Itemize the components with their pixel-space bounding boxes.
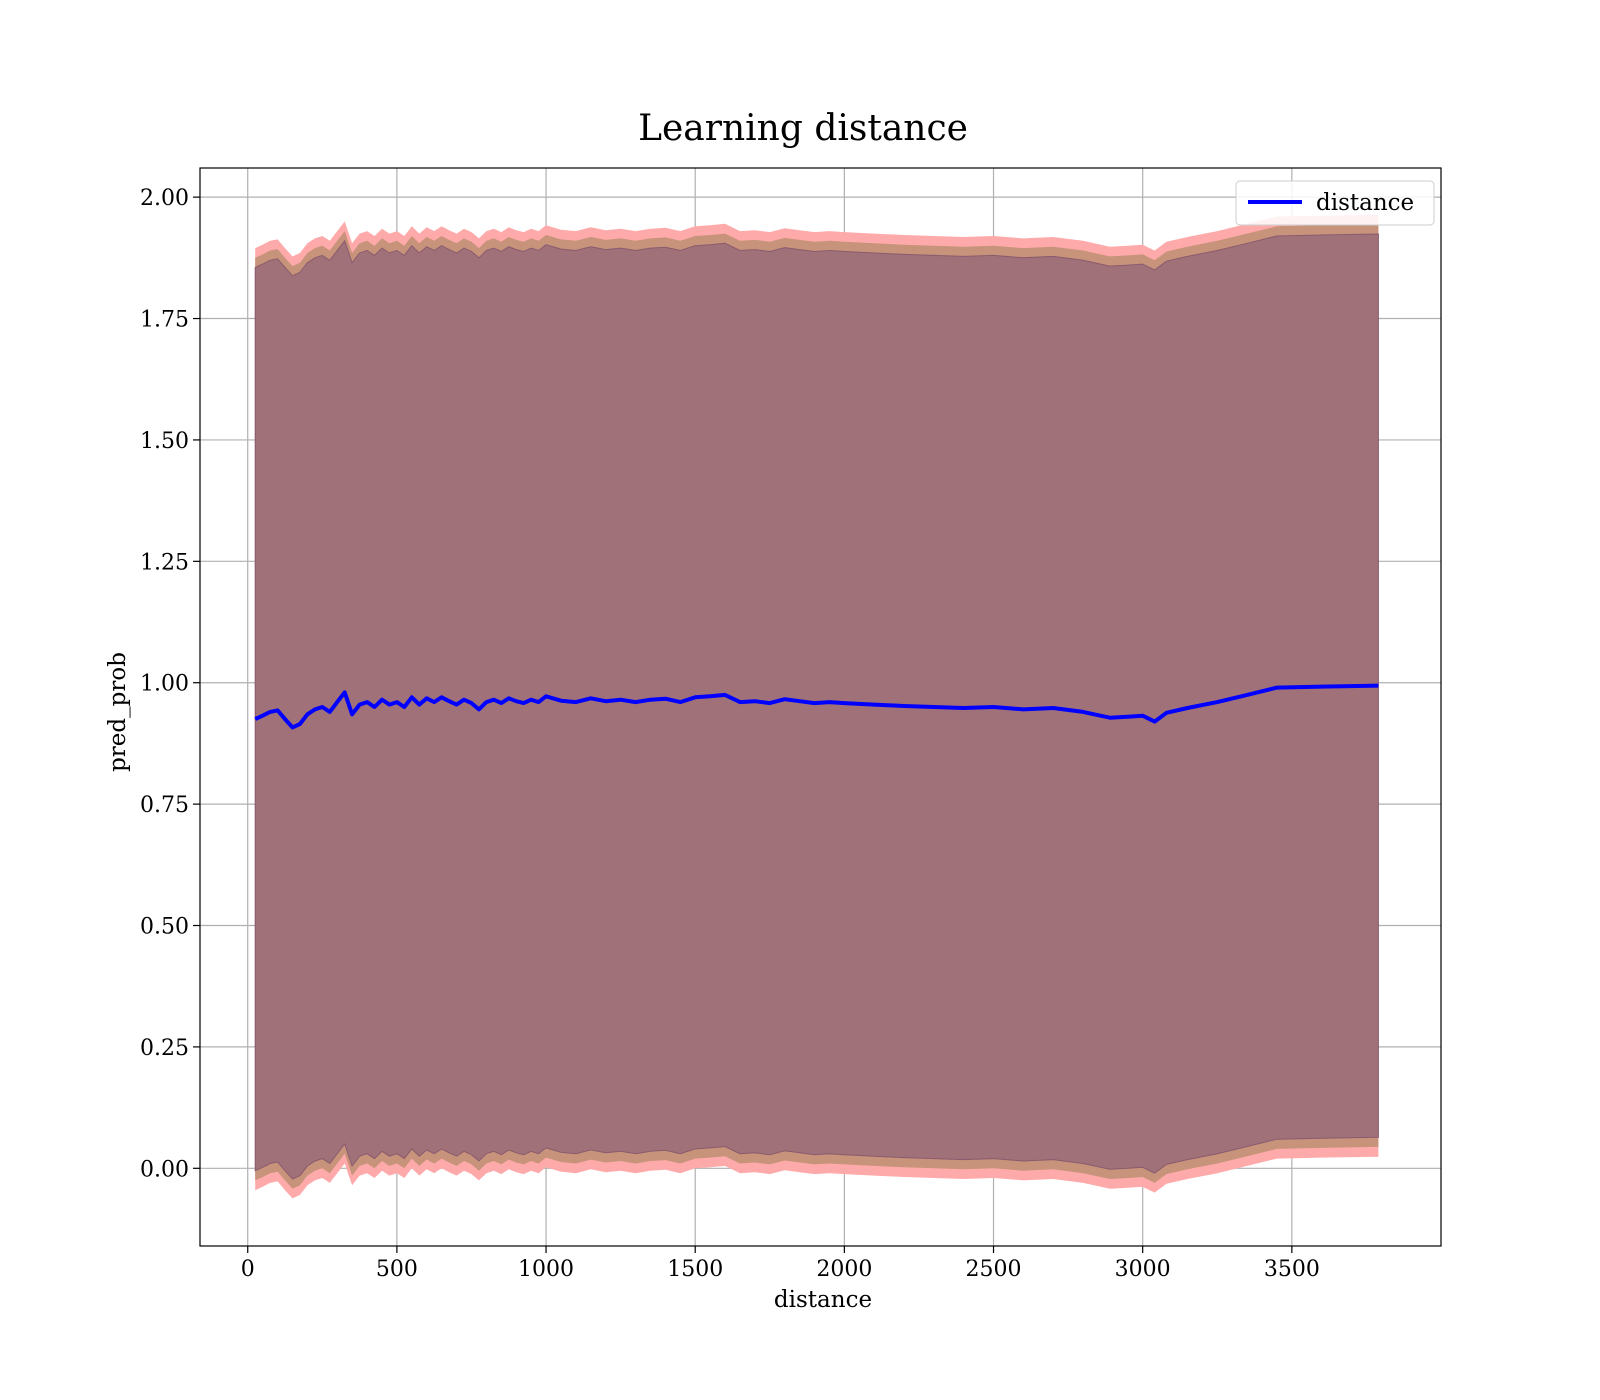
y-tick-label: 2.00	[140, 186, 189, 211]
x-tick-label: 0	[241, 1257, 255, 1282]
y-tick-label: 1.50	[140, 429, 189, 454]
x-tick-label: 2500	[966, 1257, 1022, 1282]
x-tick-label: 3000	[1115, 1257, 1171, 1282]
y-tick-label: 1.75	[140, 308, 189, 333]
y-tick-label: 0.00	[140, 1157, 189, 1182]
confidence-bands	[254, 214, 1379, 1199]
series-lines	[254, 683, 1379, 730]
legend-frame	[1235, 180, 1435, 226]
y-tick-label: 1.00	[140, 672, 189, 697]
x-tick-label: 2000	[816, 1257, 872, 1282]
y-axis-label: pred_prob	[105, 652, 131, 772]
y-tick-label: 0.25	[140, 1036, 189, 1061]
chart-title: Learning distance	[638, 108, 968, 149]
plot-area-frame	[199, 167, 1442, 1247]
y-tick-label: 0.75	[140, 793, 189, 818]
x-tick-label: 500	[376, 1257, 418, 1282]
x-tick-label: 3500	[1264, 1257, 1320, 1282]
x-tick-label: 1500	[667, 1257, 723, 1282]
y-axis-ticks: 0.00 0.25 0.50 0.75 1.00 1.25 1.50 1.75 2.00	[140, 186, 200, 1182]
inner-confidence-band	[254, 233, 1379, 1180]
legend: distance	[1235, 180, 1435, 226]
x-tick-label: 1000	[518, 1257, 574, 1282]
x-axis-ticks: 0 500 1000 1500 2000 2500 3000 3500	[241, 1246, 1320, 1282]
y-tick-label: 1.25	[140, 550, 189, 575]
series-line-distance	[254, 683, 1379, 730]
x-axis-label: distance	[774, 1287, 872, 1313]
y-tick-label: 0.50	[140, 915, 189, 940]
legend-label-distance: distance	[1316, 190, 1414, 216]
